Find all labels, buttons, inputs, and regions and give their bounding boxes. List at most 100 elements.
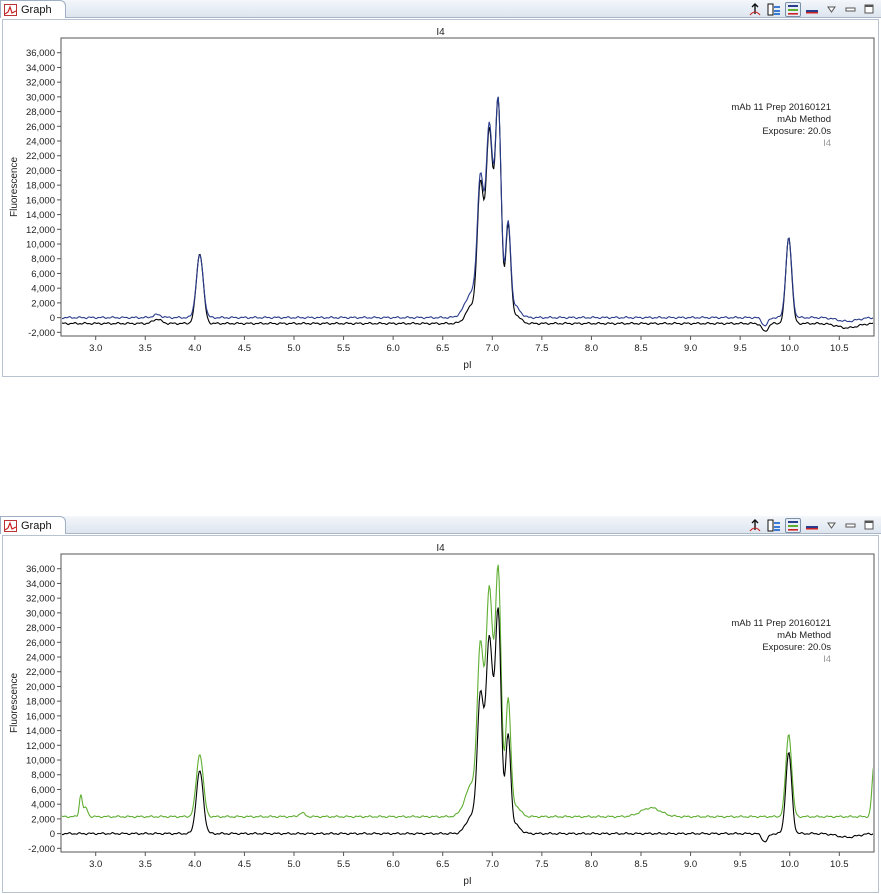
x-tick-label: 8.0: [585, 859, 598, 870]
x-tick-label: 8.5: [634, 859, 647, 870]
annotation-line: mAb Method: [777, 630, 831, 641]
series-line-black: [62, 607, 873, 843]
y-tick-label: 36,000: [26, 48, 55, 59]
view-menu-icon[interactable]: [823, 2, 839, 17]
y-tick-label: 20,000: [26, 166, 55, 177]
minimize-view-icon[interactable]: [804, 518, 820, 533]
y-tick-label: 32,000: [26, 78, 55, 89]
x-tick-label: 10.0: [780, 343, 799, 354]
y-tick-label: 26,000: [26, 122, 55, 133]
graph-panel-bottom: Graph I4 -: [0, 516, 881, 894]
y-axis-label: Fluorescence: [9, 673, 20, 733]
y-tick-label: 8,000: [31, 254, 55, 265]
legend-icon[interactable]: [785, 1, 801, 17]
y-tick-label: 16,000: [26, 195, 55, 206]
y-tick-label: 12,000: [26, 741, 55, 752]
x-tick-label: 10.5: [830, 343, 849, 354]
annotation-series-label: I4: [823, 138, 831, 149]
y-tick-label: 6,000: [31, 269, 55, 280]
y-tick-label: 28,000: [26, 107, 55, 118]
plot-frame: [60, 37, 875, 337]
y-tick-label: 24,000: [26, 137, 55, 148]
x-axis-label: pI: [463, 876, 471, 887]
y-tick-label: 8,000: [31, 770, 55, 781]
y-tick-label: -2,000: [28, 844, 55, 855]
y-tick-label: 4,000: [31, 800, 55, 811]
annotation-line: Exposure: 20.0s: [762, 642, 831, 653]
series-line-green: [62, 564, 873, 819]
x-tick-label: 8.5: [634, 343, 647, 354]
x-tick-label: 3.5: [139, 343, 152, 354]
annotation-line: mAb 11 Prep 20160121: [731, 102, 831, 113]
series-line-blue: [62, 96, 873, 327]
x-tick-label: 7.0: [486, 343, 499, 354]
plot-title: I4: [436, 27, 445, 38]
x-tick-label: 5.5: [337, 343, 350, 354]
maximize-icon[interactable]: [861, 2, 877, 17]
annotation-line: mAb Method: [777, 114, 831, 125]
x-axis-label: pI: [463, 360, 471, 371]
annotation-line: mAb 11 Prep 20160121: [731, 618, 831, 629]
annotation-series-label: I4: [823, 654, 831, 665]
y-tick-label: 6,000: [31, 785, 55, 796]
electropherogram-chart: -2,000 0 2,000 4,000 6,000 8,000 10,000 12,000 1…: [9, 553, 875, 887]
y-tick-label: 10,000: [26, 240, 55, 251]
tab-label: Graph: [21, 519, 52, 532]
x-tick-label: 10.5: [830, 859, 849, 870]
tab-graph[interactable]: Graph: [0, 0, 66, 18]
y-tick-label: 26,000: [26, 638, 55, 649]
peak-marker-icon[interactable]: [747, 518, 763, 533]
tab-graph[interactable]: Graph: [0, 516, 66, 534]
graph-icon: [4, 3, 17, 16]
maximize-icon[interactable]: [861, 518, 877, 533]
y-tick-label: 4,000: [31, 284, 55, 295]
x-tick-label: 6.5: [436, 859, 449, 870]
y-tick-label: 14,000: [26, 726, 55, 737]
x-tick-label: 3.0: [89, 859, 102, 870]
x-tick-label: 6.5: [436, 343, 449, 354]
x-tick-label: 9.5: [734, 859, 747, 870]
plot-frame: [60, 553, 875, 853]
plot-title: I4: [436, 543, 445, 554]
x-tick-label: 4.0: [188, 859, 201, 870]
x-tick-label: 7.0: [486, 859, 499, 870]
y-tick-label: 20,000: [26, 682, 55, 693]
y-tick-label: -2,000: [28, 328, 55, 339]
y-tick-label: 18,000: [26, 181, 55, 192]
x-tick-label: 9.0: [684, 343, 697, 354]
y-tick-label: 12,000: [26, 225, 55, 236]
legend-icon[interactable]: [785, 517, 801, 533]
tab-label: Graph: [21, 3, 52, 16]
x-tick-label: 4.5: [238, 859, 251, 870]
y-tick-label: 22,000: [26, 151, 55, 162]
view-menu-icon[interactable]: [823, 518, 839, 533]
x-tick-label: 5.0: [287, 343, 300, 354]
x-tick-label: 3.0: [89, 343, 102, 354]
electropherogram-chart: -2,000 0 2,000 4,000 6,000 8,000 10,000 12,000 1…: [9, 37, 875, 371]
peak-marker-icon[interactable]: [747, 2, 763, 17]
y-tick-label: 14,000: [26, 210, 55, 221]
x-tick-label: 7.5: [535, 859, 548, 870]
report-icon[interactable]: [766, 518, 782, 533]
y-tick-label: 10,000: [26, 756, 55, 767]
minimize-icon[interactable]: [842, 2, 858, 17]
y-tick-label: 18,000: [26, 697, 55, 708]
x-tick-label: 6.0: [387, 859, 400, 870]
x-tick-label: 10.0: [780, 859, 799, 870]
y-tick-label: 0: [50, 313, 55, 324]
view-toolbar: [747, 517, 877, 533]
y-tick-label: 16,000: [26, 711, 55, 722]
y-tick-label: 2,000: [31, 814, 55, 825]
y-tick-label: 34,000: [26, 579, 55, 590]
minimize-view-icon[interactable]: [804, 2, 820, 17]
annotation-line: Exposure: 20.0s: [762, 126, 831, 137]
x-tick-label: 5.5: [337, 859, 350, 870]
tab-bar: Graph: [0, 0, 881, 18]
y-tick-label: 36,000: [26, 564, 55, 575]
tab-bar: Graph: [0, 516, 881, 534]
report-icon[interactable]: [766, 2, 782, 17]
y-tick-label: 24,000: [26, 653, 55, 664]
x-tick-label: 6.0: [387, 343, 400, 354]
minimize-icon[interactable]: [842, 518, 858, 533]
y-tick-label: 2,000: [31, 298, 55, 309]
